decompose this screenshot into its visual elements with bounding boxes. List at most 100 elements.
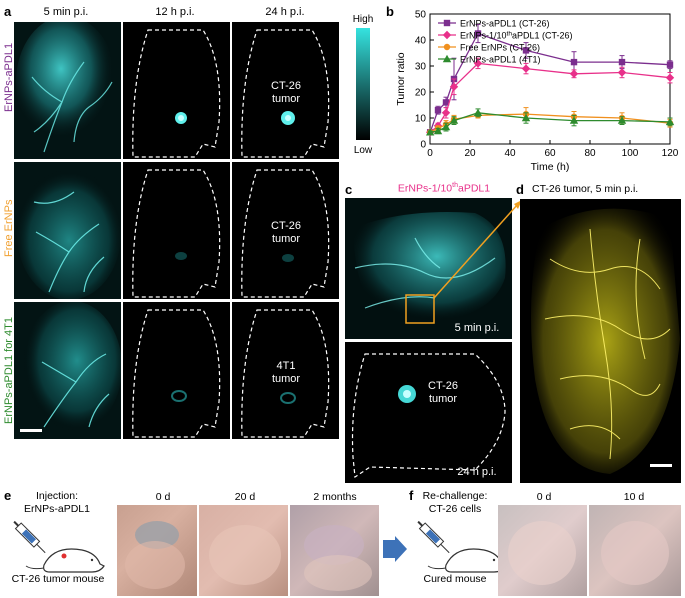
syringe-mouse-icon [13, 520, 105, 573]
image-row3-5min [14, 302, 121, 439]
data-point [665, 117, 675, 126]
data-point [434, 107, 442, 114]
panel-f-letter: f [409, 488, 414, 503]
data-point [522, 47, 530, 54]
panel-d-letter: d [516, 182, 524, 197]
data-point [425, 128, 435, 136]
data-point [449, 82, 459, 91]
data-point [474, 30, 482, 37]
data-point [618, 58, 626, 66]
legend-marker [442, 30, 452, 40]
data-point [521, 64, 531, 73]
legend-label: ErNPs-1/10thaPDL1 (CT-26) [460, 31, 572, 41]
image-row3-24h: 4T1 tumor [232, 302, 339, 439]
x-tick-label: 0 [427, 148, 433, 159]
x-axis-label: Time (h) [531, 161, 570, 173]
panel-c-tumor-l1: CT-26 [428, 380, 458, 392]
panel-e-letter: e [4, 488, 12, 503]
panel-c-letter: c [345, 182, 353, 197]
panel-e-inj-l2: ErNPs-aPDL1 [24, 503, 90, 515]
y-tick-label: 30 [415, 62, 427, 73]
data-point [665, 73, 675, 82]
panel-f-time-0: 0 d [536, 491, 552, 503]
tumor-label-r2-l1: CT-26 [271, 220, 301, 232]
image-c-5min: 5 min p.i. [345, 198, 512, 339]
data-point [449, 116, 459, 124]
legend-label: Free ErNPs (CT-26) [460, 43, 540, 53]
y-tick-label: 20 [415, 88, 427, 99]
photo-e-0d [117, 505, 197, 596]
y-tick-label: 10 [415, 114, 427, 125]
legend-marker [442, 54, 452, 63]
data-point [433, 126, 443, 135]
image-row1-24h: CT-26 tumor [232, 22, 339, 159]
panel-f-inj-l1: Re-challenge: [422, 490, 488, 502]
colorbar [356, 28, 370, 140]
legend-label: ErNPs-aPDL1 (CT-26) [460, 19, 550, 29]
panel-c-bottom-time: 24 h p.i. [457, 466, 497, 478]
data-point [570, 58, 578, 66]
col-title-12h: 12 h p.i. [155, 6, 195, 18]
legend-label: ErNPs-aPDL1 (4T1) [460, 55, 541, 65]
col-title-5min: 5 min p.i. [43, 6, 89, 18]
x-tick-label: 80 [584, 148, 596, 159]
photo-f-0d [498, 505, 587, 596]
x-tick-label: 40 [504, 148, 516, 159]
image-row2-12h [123, 162, 230, 299]
data-point [569, 69, 579, 78]
y-axis-label: Tumor ratio [395, 52, 407, 105]
panel-e-inj-l1: Injection: [35, 490, 79, 502]
image-row2-24h: CT-26 tumor [232, 162, 339, 299]
data-point [473, 108, 483, 116]
data-point [569, 116, 579, 124]
y-tick-label: 50 [415, 10, 427, 21]
x-tick-label: 20 [464, 148, 476, 159]
tumor-label-r3-l2: tumor [271, 373, 301, 385]
scale-bar-d [650, 464, 672, 467]
x-tick-label: 60 [544, 148, 556, 159]
data-point [442, 99, 450, 106]
panel-f-mouse-label: Cured mouse [423, 573, 487, 585]
panel-e-time-1: 20 d [234, 491, 256, 503]
tumor-label-r1-l1: CT-26 [271, 80, 301, 92]
colorbar-low-label: Low [353, 145, 373, 156]
col-title-24h: 24 h p.i. [265, 6, 305, 18]
data-point [441, 122, 451, 131]
colorbar-high-label: High [352, 14, 374, 25]
x-tick-label: 100 [622, 148, 639, 159]
panel-e-time-0: 0 d [155, 491, 171, 503]
photo-e-2months [290, 505, 379, 596]
tumor-ratio-chart: 0 10 20 30 40 50 0 20 40 60 80 100 120 Time (h) Tumor … [395, 10, 679, 174]
series-line [429, 62, 671, 133]
scale-bar-a [20, 429, 42, 432]
data-point [666, 61, 674, 68]
data-point [473, 59, 483, 68]
panel-e-mouse-label: CT-26 tumor mouse [11, 573, 105, 585]
panel-b-letter: b [386, 4, 394, 19]
image-d [520, 199, 681, 483]
photo-e-20d [199, 505, 288, 596]
y-tick-label: 0 [420, 140, 426, 151]
panel-d-title: CT-26 tumor, 5 min p.i. [532, 183, 639, 195]
panel-f-time-1: 10 d [623, 491, 645, 503]
image-row2-5min [14, 162, 121, 299]
panel-c-top-time: 5 min p.i. [454, 322, 500, 334]
syringe-mouse-icon-f [417, 520, 507, 573]
image-row3-12h [123, 302, 230, 439]
legend-marker [443, 19, 451, 27]
data-point [617, 68, 627, 77]
x-tick-label: 120 [662, 148, 679, 159]
tumor-label-r1-l2: tumor [271, 93, 301, 105]
photo-f-10d [589, 505, 681, 596]
panel-a-letter: a [4, 4, 12, 19]
tumor-label-r3-l1: 4T1 [276, 360, 296, 372]
zoom-arrow [433, 200, 522, 299]
data-point [617, 116, 627, 124]
image-row1-5min [14, 22, 121, 159]
image-c-24h: CT-26 tumor 24 h p.i. [345, 342, 512, 483]
data-point [441, 108, 451, 117]
panel-e-time-2: 2 months [313, 491, 357, 503]
panel-c-title: ErNPs-1/10thaPDL1 [397, 182, 491, 195]
legend-marker [443, 43, 451, 51]
right-arrow-icon [383, 536, 407, 562]
